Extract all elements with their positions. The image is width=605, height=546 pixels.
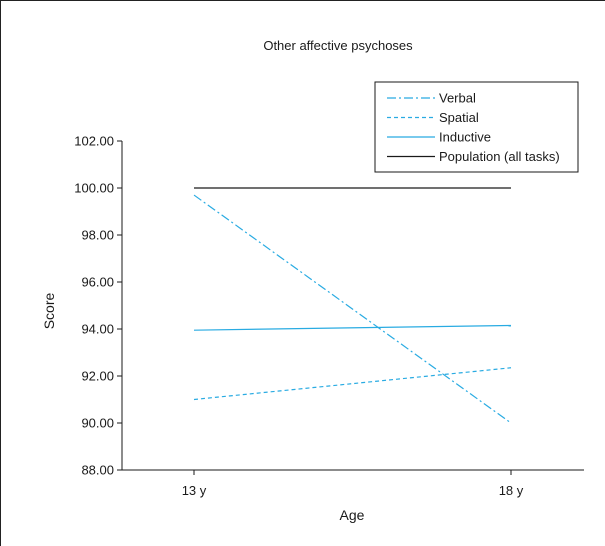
series-line-inductive (193, 324, 512, 331)
y-axis-label: Score (41, 293, 57, 330)
y-tick-label: 92.00 (81, 369, 114, 384)
legend-label: Verbal (439, 91, 476, 106)
y-tick-label: 94.00 (81, 322, 114, 337)
y-tick-label: 90.00 (81, 416, 114, 431)
y-tick-label: 102.00 (74, 134, 114, 149)
x-axis-label: Age (340, 507, 365, 523)
series-line-verbal (193, 194, 512, 424)
plot-area: 88.00 90.00 92.00 94.00 96.00 98.00 100.00 102.… (74, 134, 584, 498)
legend-label: Inductive (439, 130, 491, 145)
legend-label: Spatial (439, 110, 479, 125)
x-tick-label: 18 y (499, 483, 524, 498)
y-tick-label: 98.00 (81, 228, 114, 243)
series-line-spatial (193, 367, 512, 401)
legend: Verbal Spatial Inductive Population (all ta… (374, 81, 579, 173)
legend-label: Population (all tasks) (439, 149, 560, 164)
y-tick-label: 100.00 (74, 181, 114, 196)
y-tick-label: 96.00 (81, 275, 114, 290)
y-tick-label: 88.00 (81, 463, 114, 478)
chart-title: Other affective psychoses (263, 38, 413, 53)
x-tick-label: 13 y (182, 483, 207, 498)
